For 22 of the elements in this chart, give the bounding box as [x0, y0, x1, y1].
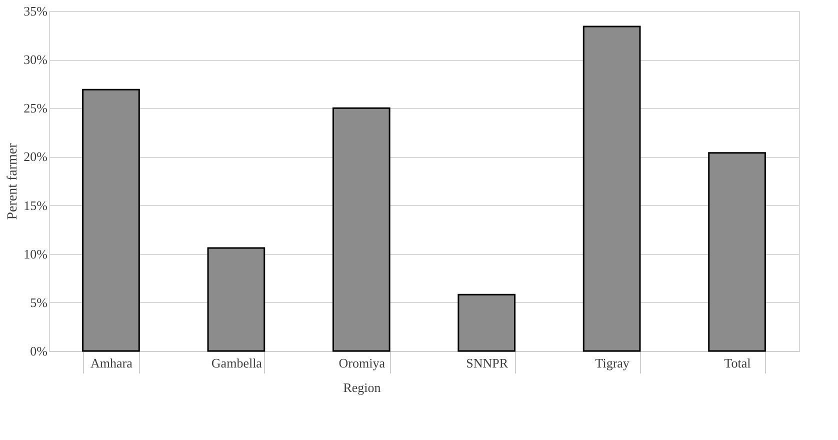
- y-tick-label: 30%: [24, 52, 48, 68]
- x-tick-label: Total: [724, 356, 752, 370]
- x-axis-title: Region: [343, 380, 382, 395]
- y-tick-label: 0%: [30, 344, 48, 358]
- x-tick-label: Gambella: [211, 356, 262, 370]
- y-tick-label: 15%: [24, 198, 48, 213]
- bar: [458, 294, 516, 352]
- y-tick-label: 20%: [24, 149, 48, 164]
- bar: [708, 152, 766, 352]
- x-tick-label: Oromiya: [338, 356, 386, 370]
- y-tick-label: 10%: [24, 246, 48, 262]
- bar: [332, 107, 390, 352]
- bar: [207, 247, 266, 352]
- x-tick-label: Tigray: [595, 356, 630, 370]
- bar: [582, 26, 641, 352]
- x-tick-label: SNNPR: [466, 356, 508, 370]
- y-tick-label: 35%: [24, 4, 48, 18]
- x-tick-label: Amhara: [90, 356, 133, 370]
- y-axis-title: Perent farmer: [6, 142, 21, 220]
- bar: [82, 88, 140, 352]
- y-tick-label: 5%: [30, 294, 48, 310]
- y-tick-label: 25%: [24, 100, 48, 116]
